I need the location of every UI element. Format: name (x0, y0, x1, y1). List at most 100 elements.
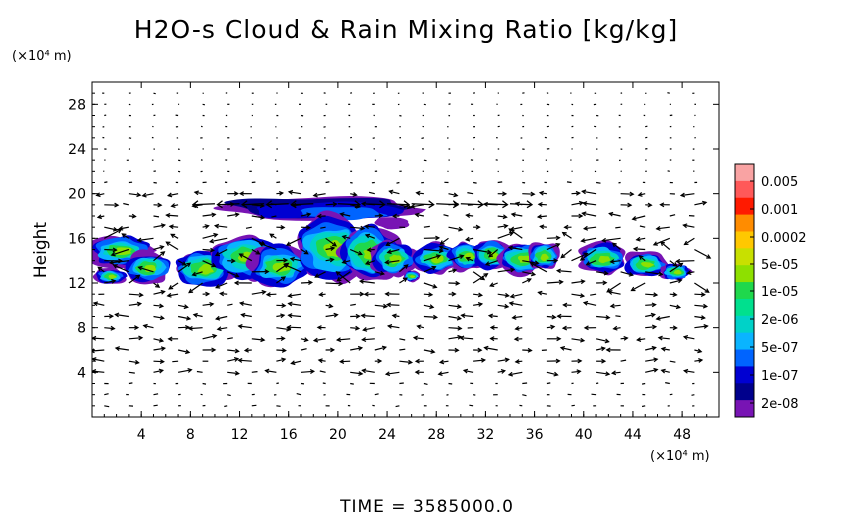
wind-vector (217, 327, 228, 330)
wind-vector (128, 360, 139, 364)
wind-vector (266, 293, 277, 296)
wind-vector-head (412, 335, 419, 341)
wind-vector (300, 248, 309, 255)
wind-vector-head (462, 368, 469, 374)
wind-vector (557, 270, 572, 273)
wind-vector-head (631, 216, 637, 221)
wind-vector-head (384, 291, 390, 297)
wind-vector (296, 393, 302, 396)
wind-vector-head (360, 225, 366, 231)
wind-vector-head (483, 345, 489, 351)
wind-vector (608, 291, 621, 295)
time-label: TIME = 3585000.0 (339, 497, 514, 517)
wind-vector-head (612, 325, 618, 331)
wind-vector-head (653, 357, 659, 363)
wind-vector (336, 271, 351, 284)
wind-vector (571, 280, 585, 284)
wind-vector (153, 92, 156, 95)
wind-vector-head (363, 224, 370, 229)
wind-vector (104, 327, 115, 330)
wind-vector-head (358, 371, 364, 376)
wind-vector-head (556, 336, 562, 342)
wind-vector (314, 338, 326, 342)
wind-vector (560, 347, 572, 351)
wind-vector (350, 347, 363, 351)
wind-vector (472, 181, 477, 184)
wind-vector (395, 405, 400, 408)
wind-vector (217, 203, 240, 206)
wind-vector-head (702, 200, 708, 206)
wind-vector (325, 282, 343, 285)
wind-vector-head (489, 325, 495, 331)
wind-vector-head (582, 201, 588, 206)
wind-vector-head (234, 348, 240, 354)
wind-vector (538, 291, 548, 295)
wind-vector (177, 262, 191, 273)
wind-vector (128, 371, 135, 374)
wind-vector-head (527, 347, 533, 353)
wind-vector (423, 255, 441, 262)
wind-vector-head (609, 303, 615, 309)
wind-vector (276, 349, 286, 352)
wind-vector-head (312, 192, 318, 198)
wind-vector-head (332, 201, 338, 207)
wind-vector (463, 369, 474, 373)
wind-vector (669, 214, 676, 217)
wind-vector-head (650, 312, 657, 318)
wind-vector (153, 251, 165, 262)
wind-vector-head (605, 347, 611, 353)
wind-vector-head (193, 190, 199, 196)
wind-vector-head (238, 191, 244, 197)
wind-vector (365, 225, 375, 228)
wind-vector (512, 315, 523, 319)
wind-vector-head (580, 238, 586, 243)
wind-vector (386, 237, 400, 246)
wind-vector-head (539, 224, 545, 230)
wind-vector-head (561, 325, 568, 331)
wind-vector (111, 248, 130, 256)
cloud-field (92, 196, 694, 288)
wind-vector (96, 193, 105, 196)
wind-vector-head (261, 289, 267, 295)
wind-vector-head (414, 358, 420, 364)
wind-vector (92, 370, 105, 373)
cloud-patch (641, 261, 655, 268)
wind-vector (168, 193, 179, 197)
wind-vector-head (682, 335, 689, 340)
wind-vector (580, 249, 597, 261)
wind-vector (167, 293, 179, 297)
wind-vector (122, 233, 130, 239)
colorbar-swatch (735, 197, 754, 216)
wind-vector (596, 271, 608, 275)
wind-vector-head (165, 212, 171, 218)
wind-vector (215, 225, 228, 228)
colorbar-label: 5e-05 (761, 258, 799, 273)
wind-vector-head (158, 368, 165, 374)
wind-vector-head (317, 358, 323, 364)
chart-title: H2O-s Cloud & Rain Mixing Ratio [kg/kg] (134, 15, 678, 44)
wind-vector-head (335, 270, 341, 276)
wind-vector (423, 225, 430, 228)
wind-vector (115, 347, 129, 351)
wind-vector-head (529, 262, 535, 267)
wind-vector (322, 382, 326, 385)
wind-vector (423, 304, 434, 308)
wind-vector-head (514, 325, 520, 331)
wind-vector (128, 293, 143, 296)
wind-vector (694, 293, 705, 296)
wind-vector-head (110, 325, 116, 331)
wind-vector (202, 233, 218, 239)
wind-vector-head (187, 368, 193, 373)
wind-vector-head (679, 192, 686, 198)
wind-vector (612, 371, 621, 374)
wind-vector (276, 358, 286, 362)
colorbar-swatch (735, 164, 754, 182)
wind-vector (288, 314, 302, 318)
wind-vector-head (136, 192, 142, 198)
wind-vector (645, 136, 648, 139)
wind-vector-head (611, 242, 617, 248)
wind-vector (177, 304, 188, 308)
wind-vector-head (578, 200, 585, 206)
wind-vector (227, 337, 233, 340)
wind-vector-head (234, 212, 240, 218)
